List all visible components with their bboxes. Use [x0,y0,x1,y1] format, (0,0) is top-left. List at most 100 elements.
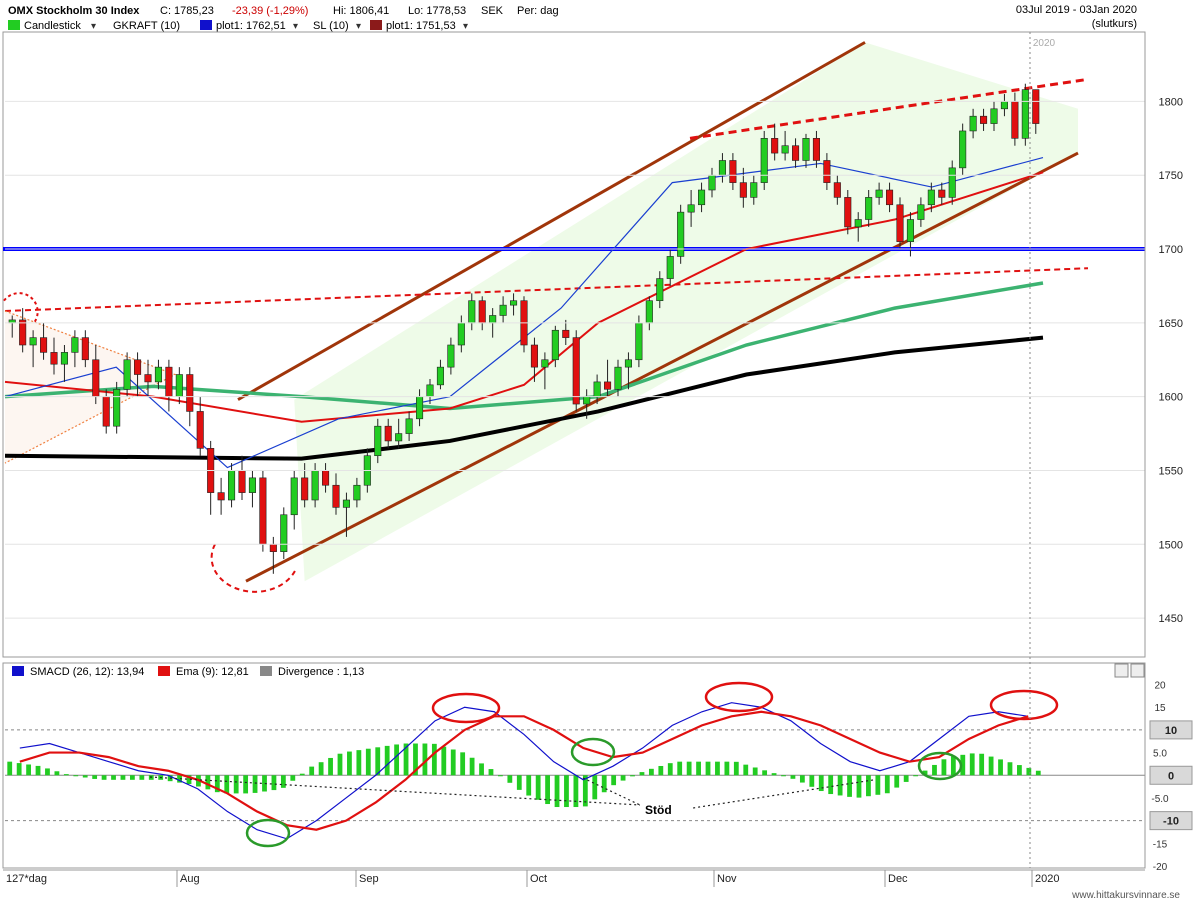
candle-body [405,418,413,434]
period-count-label: 127*dag [6,873,47,885]
divergence-bar [724,761,730,776]
candle-body [844,197,852,228]
candle-body [217,492,225,501]
candle-body [530,344,538,368]
divergence-bar [394,744,400,776]
top-dashed-line [689,77,1089,140]
legend-swatch [158,666,170,676]
divergence-bar [431,743,437,776]
divergence-bar [998,759,1003,776]
dropdown-arrow-icon[interactable]: ▾ [293,21,298,32]
candle-body [1021,89,1029,139]
divergence-bar [847,775,852,797]
dropdown-arrow-icon[interactable]: ▾ [91,21,96,32]
candle-body [760,138,768,183]
indicator-level-badge [1149,811,1193,831]
legend-ema[interactable]: Ema (9): 12,81 [158,666,249,678]
divergence-bar [564,775,569,808]
divergence-bar [111,775,116,780]
candle-body [154,366,162,383]
candle-body [551,329,559,361]
support-pointer [149,776,641,806]
year-watermark: 2020 [1033,38,1056,49]
divergence-bar [280,775,286,788]
divergence-bar [252,775,258,793]
divergence-bar [988,756,994,776]
currency-label: SEK [481,5,504,17]
divergence-bar [450,749,456,776]
legend-swatch [8,20,20,30]
dropdown-arrow-icon[interactable]: ▾ [356,21,361,32]
candle-body [604,381,612,390]
candle-body [259,477,267,545]
legend-divergence[interactable]: Divergence : 1,13 [260,666,364,678]
highlight-ellipse [917,751,963,781]
x-tick-label: Oct [530,873,547,885]
divergence-bar [875,775,881,795]
window-icon[interactable] [1130,663,1145,678]
legend-plot1-blue[interactable]: plot1: 1762,51 ▾ [200,20,298,32]
candle-body [311,470,319,501]
candle-body [572,337,580,405]
candle-body [322,470,330,486]
divergence-bar [950,756,956,776]
candle-body [510,300,518,306]
divergence-bar [866,775,871,797]
legend-plot1-brown[interactable]: plot1: 1751,53 ▾ [370,20,468,32]
candle-body [280,514,288,552]
support-pointer [582,777,641,806]
legend-swatch [200,20,212,30]
legend-gkraft[interactable]: GKRAFT (10) [113,20,180,32]
legend-label: Ema (9): 12,81 [176,666,249,678]
divergence-bar [941,759,947,776]
candle-body [959,130,967,169]
divergence-bar [224,775,230,794]
candle-body [50,352,58,365]
y-tick-label: 1650 [1159,318,1183,330]
divergence-bar [328,757,333,776]
legend-label: plot1: 1762,51 [216,20,286,32]
divergence-bar [771,773,777,776]
divergence-bar [347,751,352,776]
legend-candlestick[interactable]: Candlestick ▾ [8,20,96,32]
divergence-bar [403,743,409,776]
candle-body [833,182,841,198]
ema-line [19,710,1029,831]
candle-body [771,138,779,154]
candle-body [698,189,706,206]
divergence-bar [101,775,107,780]
candle-body [792,145,800,161]
indicator-tick-label: -20 [1153,862,1168,873]
divergence-bar [696,761,701,776]
candle-body [980,115,988,124]
candle-body [499,304,507,316]
divergence-bar [205,775,211,790]
candle-body [134,359,142,375]
candle-body [489,315,497,324]
candle-body [416,396,424,420]
candle-body [1032,89,1040,124]
divergence-bar [469,757,475,776]
candle-body [635,322,643,361]
divergence-bar [45,768,50,776]
indicator-tick-label: -5.0 [1151,794,1169,805]
divergence-bar [667,763,673,776]
divergence-bar [960,754,966,776]
divergence-bar [658,765,664,776]
divergence-bar [479,763,484,776]
legend-smacd[interactable]: SMACD (26, 12): 13,94 [12,666,144,678]
legend-sl[interactable]: SL (10) ▾ [313,20,361,32]
time-axis: Aug Sep Oct Nov Dec 2020 [3,32,1145,887]
wrench-icon[interactable] [1114,663,1129,678]
candle-body [990,108,998,124]
divergence-bar [507,775,513,783]
legend-label: Candlestick [24,20,81,32]
legend-label: Divergence : 1,13 [278,666,364,678]
divergence-bar [233,775,239,794]
divergence-bar [686,761,692,776]
divergence-bar [309,766,315,776]
divergence-bar [120,775,126,780]
dropdown-arrow-icon[interactable]: ▾ [463,21,468,32]
divergence-bar [639,772,645,776]
divergence-bar [82,775,88,778]
